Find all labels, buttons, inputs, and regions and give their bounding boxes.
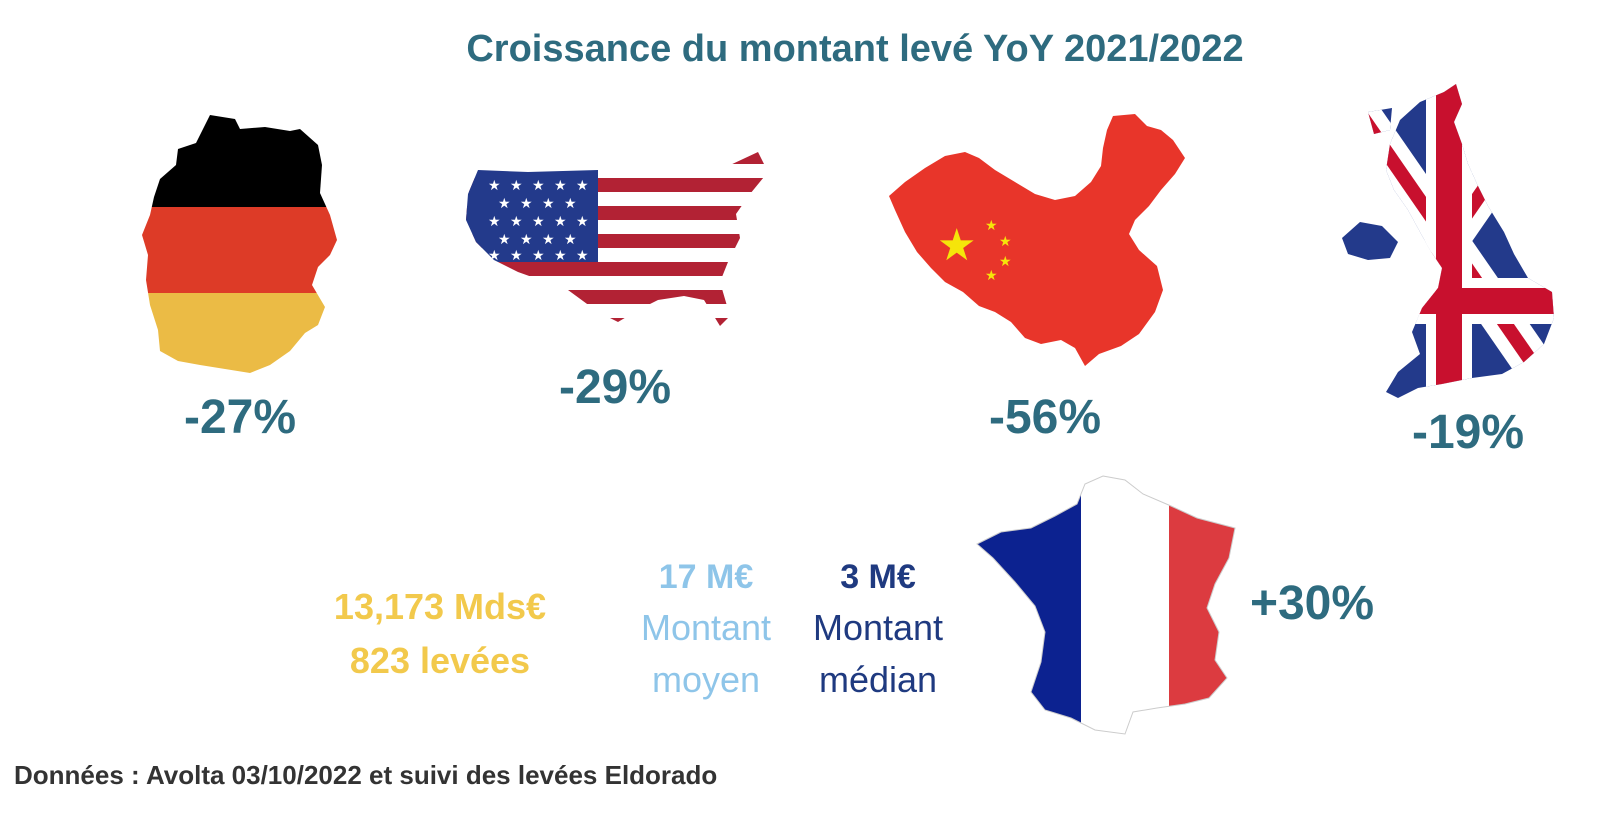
- svg-text:★: ★: [510, 214, 523, 230]
- median-label-line2: médian: [818, 659, 938, 700]
- france-growth-percent: +30%: [1249, 577, 1375, 630]
- svg-text:★: ★: [564, 196, 577, 212]
- page-title: Croissance du montant levé YoY 2021/2022: [466, 28, 1244, 70]
- france-total-amount: 13,173 Mds€: [333, 586, 547, 627]
- svg-text:★: ★: [554, 178, 567, 194]
- france-average-block: 17 M€ Montant moyen: [620, 552, 792, 706]
- germany-growth-percent: -27%: [183, 391, 297, 444]
- china-growth-percent: -56%: [988, 391, 1102, 444]
- germany-flag-map: [140, 115, 340, 377]
- uk-growth-percent: -19%: [1411, 406, 1525, 459]
- svg-text:★: ★: [985, 218, 998, 234]
- france-total-block: 13,173 Mds€ 823 levées: [300, 580, 580, 688]
- average-label-line2: moyen: [651, 659, 761, 700]
- usa-growth-percent: -29%: [558, 361, 672, 414]
- svg-text:★: ★: [498, 232, 511, 248]
- svg-text:★: ★: [937, 220, 976, 271]
- svg-text:★: ★: [564, 232, 577, 248]
- svg-text:★: ★: [520, 232, 533, 248]
- svg-text:★: ★: [999, 254, 1012, 270]
- svg-text:★: ★: [554, 248, 567, 264]
- svg-text:★: ★: [554, 214, 567, 230]
- svg-text:★: ★: [532, 214, 545, 230]
- svg-text:★: ★: [576, 178, 589, 194]
- svg-text:★: ★: [532, 178, 545, 194]
- svg-text:★: ★: [510, 248, 523, 264]
- france-median-block: 3 M€ Montant médian: [792, 552, 964, 706]
- svg-text:★: ★: [576, 214, 589, 230]
- svg-text:★: ★: [985, 268, 998, 284]
- usa-flag-map: ★ ★ ★ ★ ★ ★ ★ ★ ★ ★ ★ ★ ★ ★ ★ ★ ★ ★ ★ ★ ★ ★ ★: [458, 150, 770, 330]
- svg-text:★: ★: [520, 196, 533, 212]
- svg-text:★: ★: [488, 178, 501, 194]
- france-flag-map: [975, 472, 1237, 736]
- average-amount-value: 17 M€: [658, 558, 754, 596]
- svg-text:★: ★: [488, 214, 501, 230]
- svg-text:★: ★: [542, 196, 555, 212]
- svg-text:★: ★: [999, 234, 1012, 250]
- svg-text:★: ★: [542, 232, 555, 248]
- svg-text:★: ★: [576, 248, 589, 264]
- svg-text:★: ★: [510, 178, 523, 194]
- data-source-note: Données : Avolta 03/10/2022 et suivi des…: [14, 760, 718, 790]
- france-deal-count: 823 levées: [349, 640, 531, 681]
- average-label-line1: Montant: [640, 607, 772, 648]
- svg-text:★: ★: [498, 196, 511, 212]
- svg-text:★: ★: [532, 248, 545, 264]
- uk-flag-map: [1338, 82, 1558, 400]
- median-label-line1: Montant: [812, 607, 944, 648]
- svg-text:★: ★: [488, 248, 501, 264]
- china-flag-map: ★ ★ ★ ★ ★: [885, 112, 1203, 374]
- median-amount-value: 3 M€: [840, 558, 916, 596]
